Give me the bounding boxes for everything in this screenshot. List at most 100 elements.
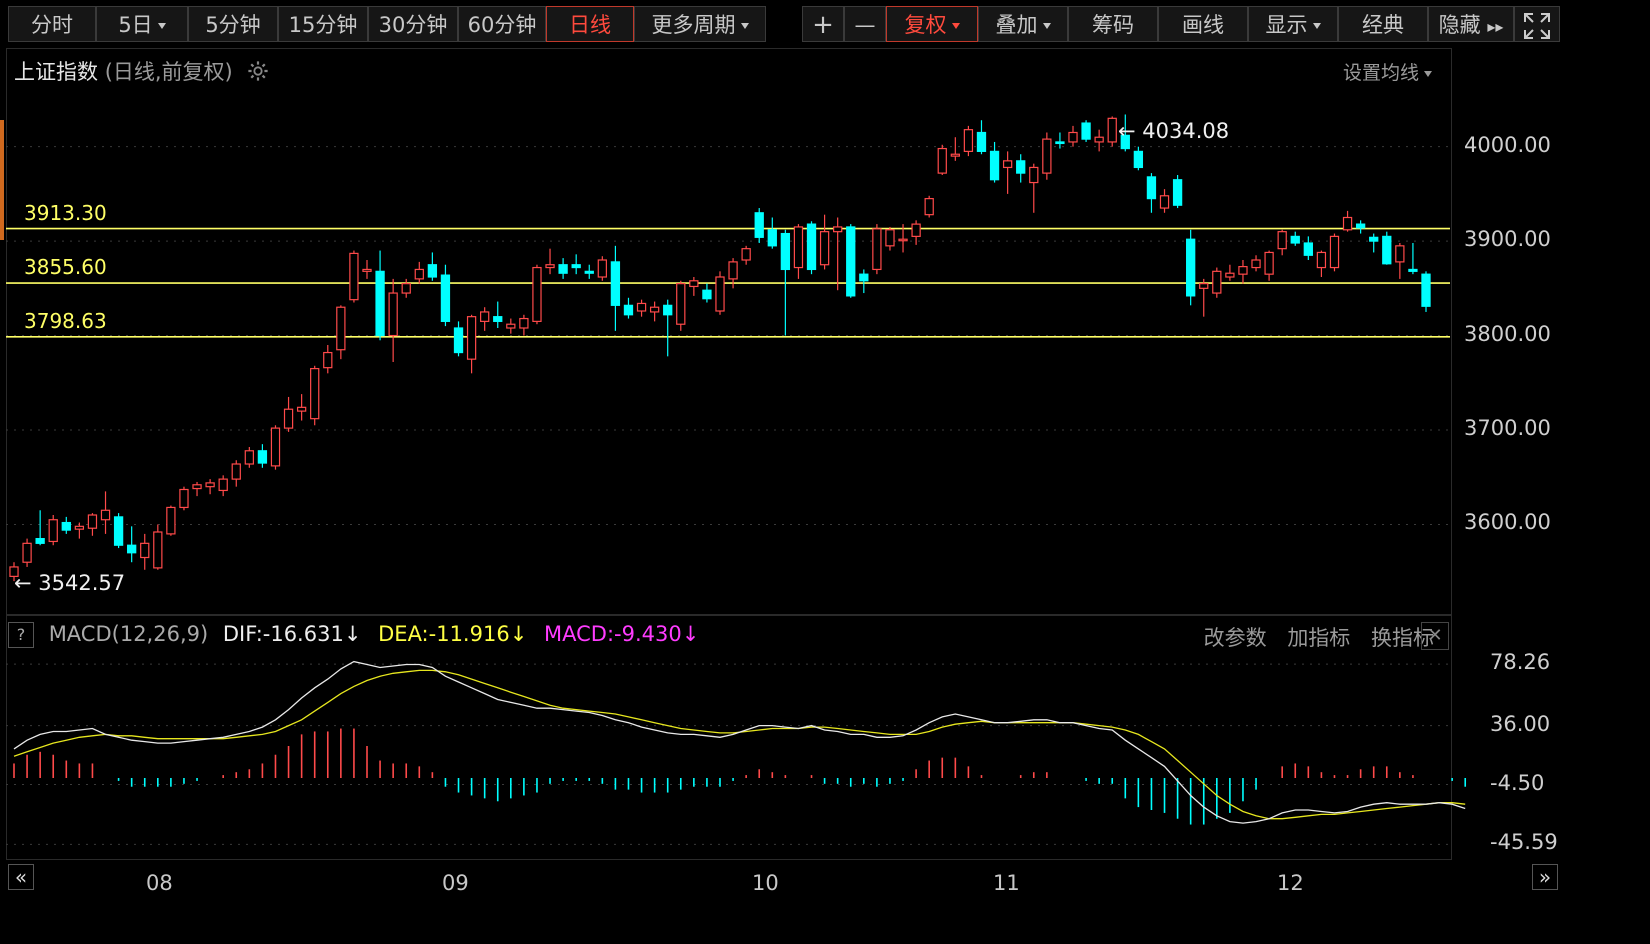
candle-body <box>401 283 411 294</box>
candle-body <box>1395 245 1405 263</box>
candle-body <box>728 261 738 280</box>
candle-body <box>989 150 1000 181</box>
candle-body <box>584 270 594 274</box>
candle-body <box>937 147 947 174</box>
zoom-in-button[interactable]: + <box>802 6 844 42</box>
display-label: 显示 <box>1265 13 1308 37</box>
dif-value: DIF:-16.631 <box>222 622 344 646</box>
zoom-out-button[interactable]: — <box>844 6 886 42</box>
candle-body <box>1290 235 1300 244</box>
candle-body <box>1081 122 1091 140</box>
candle-body <box>388 292 398 337</box>
period-tab-5day[interactable]: 5日 <box>96 6 188 42</box>
chevron-down-icon <box>1042 23 1051 29</box>
help-icon[interactable]: ? <box>8 622 34 648</box>
adjust-rights-dropdown[interactable]: 复权 <box>886 6 978 42</box>
candle-body <box>453 327 464 354</box>
candle-body <box>205 482 215 488</box>
candle-body <box>1238 266 1248 275</box>
candle-body <box>754 212 764 238</box>
candle-body <box>1094 136 1104 143</box>
candle-body <box>231 463 241 480</box>
ma-settings-dropdown[interactable]: 设置均线 <box>1343 58 1432 85</box>
gear-icon[interactable] <box>247 60 269 82</box>
macd-panel <box>6 614 1452 860</box>
candle-body <box>649 306 660 313</box>
period-tab-60min[interactable]: 60分钟 <box>458 6 546 42</box>
candle-body <box>506 323 516 329</box>
chevron-down-icon <box>1424 70 1432 77</box>
price-tick: 3800.00 <box>1464 321 1551 346</box>
candle-body <box>1303 242 1313 256</box>
candle-body <box>310 368 320 420</box>
macd-header: ? MACD(12,26,9) DIF:-16.631↓ DEA:-11.916… <box>8 622 699 650</box>
candle-body <box>257 450 268 464</box>
candle-body <box>1159 195 1170 209</box>
hide-button[interactable]: 隐藏 ▸▸ <box>1428 6 1514 42</box>
period-tab-5min[interactable]: 5分钟 <box>188 6 278 42</box>
candle-body <box>976 131 987 152</box>
candle-body <box>1277 231 1287 250</box>
candle-body <box>924 198 934 216</box>
high-value: 4034.08 <box>1142 119 1230 143</box>
candle-body <box>283 408 294 429</box>
candle-body <box>1251 259 1261 269</box>
adjust-rights-label: 复权 <box>904 13 947 37</box>
candle-body <box>911 223 921 237</box>
dea-line <box>13 669 1466 820</box>
candle-body <box>1382 235 1392 265</box>
candle-body <box>61 521 71 531</box>
candle-body <box>87 514 98 529</box>
candle-body <box>806 223 817 271</box>
candle-body <box>1042 138 1052 174</box>
period-tab-30min[interactable]: 30分钟 <box>368 6 458 42</box>
chips-button[interactable]: 筹码 <box>1068 6 1158 42</box>
candle-body <box>963 129 974 152</box>
low-value: 3542.57 <box>38 571 126 595</box>
macd-tick: 78.26 <box>1490 650 1551 675</box>
scroll-left-button[interactable]: « <box>8 864 34 890</box>
classic-button[interactable]: 经典 <box>1338 6 1428 42</box>
macd-tools: 改参数 加指标 换指标 <box>1190 622 1434 652</box>
candle-body <box>127 544 137 554</box>
candle-body <box>623 304 634 316</box>
candle-body <box>1029 166 1039 184</box>
overlay-dropdown[interactable]: 叠加 <box>978 6 1068 42</box>
period-tab-15min[interactable]: 15分钟 <box>278 6 368 42</box>
candle-body <box>296 406 307 412</box>
candle-body <box>1408 268 1418 272</box>
draw-line-button[interactable]: 画线 <box>1158 6 1248 42</box>
down-arrow-icon: ↓ <box>509 622 528 646</box>
macd-value: MACD:-9.430 <box>544 622 682 646</box>
candle-body <box>1225 272 1235 278</box>
candle-body <box>440 274 451 322</box>
candle-body <box>1172 179 1183 206</box>
switch-indicator-button[interactable]: 换指标 <box>1371 626 1434 650</box>
fullscreen-button[interactable] <box>1514 6 1560 42</box>
candle-body <box>493 316 503 322</box>
period-tab-timeshare[interactable]: 分时 <box>8 6 96 42</box>
candle-body <box>1316 251 1327 269</box>
edit-params-button[interactable]: 改参数 <box>1203 626 1267 650</box>
candle-body <box>1055 141 1065 145</box>
candle-body <box>349 252 359 301</box>
period-tab-daily[interactable]: 日线 <box>546 6 634 42</box>
chart-subtitle: (日线,前复权) <box>104 60 233 84</box>
more-periods-dropdown[interactable]: 更多周期 <box>634 6 766 42</box>
period-toolbar: 分时 5日 5分钟 15分钟 30分钟 60分钟 日线 更多周期 + — 复权 … <box>0 0 1568 46</box>
scroll-right-button[interactable]: » <box>1532 864 1558 890</box>
candle-body <box>35 538 45 544</box>
ma-settings-label: 设置均线 <box>1342 62 1419 84</box>
display-dropdown[interactable]: 显示 <box>1248 6 1338 42</box>
candle-body <box>100 509 111 521</box>
chevron-down-icon <box>1312 23 1321 29</box>
candle-body <box>950 153 960 157</box>
hide-label: 隐藏 <box>1438 13 1481 37</box>
period-5day-label: 5日 <box>118 13 153 37</box>
add-indicator-button[interactable]: 加指标 <box>1287 626 1351 650</box>
close-icon[interactable]: ✕ <box>1421 622 1449 650</box>
candlestick-chart[interactable] <box>0 0 1568 897</box>
candle-body <box>793 226 804 269</box>
candle-body <box>179 488 189 509</box>
candle-body <box>113 516 124 546</box>
